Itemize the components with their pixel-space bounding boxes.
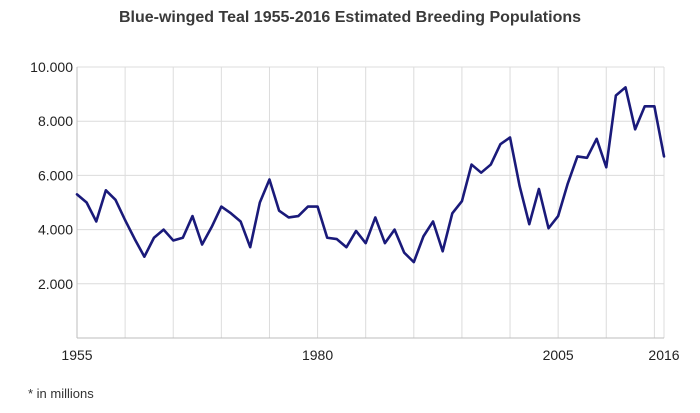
x-tick-label: 2005 [543,347,574,363]
x-tick-label: 1980 [302,347,333,363]
y-tick-label: 2.000 [38,276,73,292]
x-tick-label: 2016 [648,347,679,363]
series-line [75,86,666,264]
y-tick-label: 8.000 [38,113,73,129]
y-tick-label: 6.000 [38,167,73,183]
tick-labels: 2.000 4.000 6.000 8.000 10.000 1955 1980 2005 20… [30,59,680,363]
data-points [76,86,665,263]
series-layer [75,86,666,264]
axes [76,67,664,339]
y-tick-label: 4.000 [38,222,73,238]
y-tick-label: 10.000 [30,59,73,75]
grid [76,66,665,338]
chart-title: Blue-winged Teal 1955-2016 Estimated Bre… [118,9,582,26]
footnote: * in millions [28,386,94,401]
x-tick-label: 1955 [61,347,92,363]
